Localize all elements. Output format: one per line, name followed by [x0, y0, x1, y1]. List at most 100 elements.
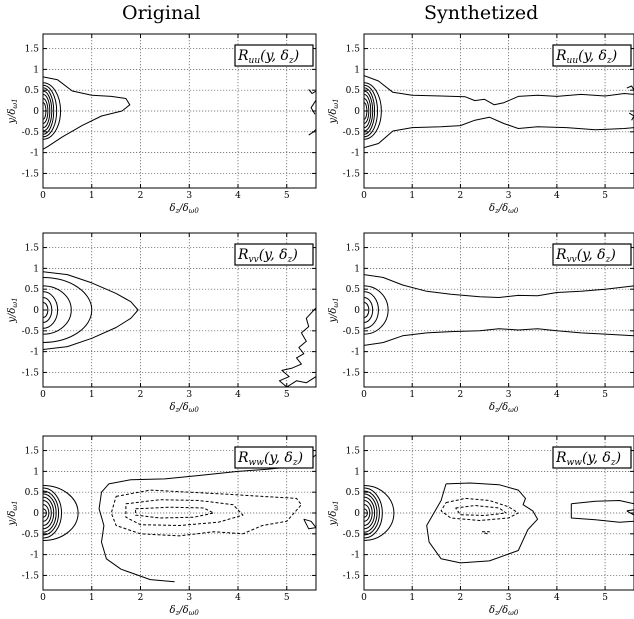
- contour-line: [43, 487, 63, 539]
- y-tick-label: -1: [351, 149, 360, 159]
- contour-line: [43, 485, 79, 541]
- x-axis-label: δz/δω0: [489, 402, 519, 414]
- x-tick-label: 5: [602, 593, 608, 603]
- contour-line: [364, 302, 370, 318]
- x-tick-label: 2: [458, 191, 464, 201]
- x-tick-label: 3: [506, 191, 512, 201]
- x-tick-label: 5: [602, 191, 608, 201]
- contour-line: [364, 274, 634, 298]
- y-tick-label: -1.5: [343, 571, 361, 581]
- x-tick-label: 1: [409, 390, 415, 400]
- contour-line: [364, 82, 382, 140]
- x-tick-label: 0: [361, 191, 367, 201]
- x-tick-label: 1: [89, 191, 95, 201]
- x-axis-label: δz/δω0: [489, 605, 519, 617]
- y-tick-label: -0.5: [22, 530, 40, 540]
- y-tick-label: -1.5: [22, 368, 40, 378]
- contour-line: [43, 90, 53, 132]
- contour-line: [43, 277, 93, 343]
- panel-label-box: [552, 243, 632, 266]
- x-tick-label: 3: [186, 191, 192, 201]
- panel-synthetized-0: 0 1 2 3 4 5-1.5-1-0.500.511.5δz/δω0y/δω1Ruu(y…: [328, 33, 634, 215]
- y-tick-label: 0: [354, 509, 360, 519]
- y-axis-label: y/δω1: [328, 500, 340, 526]
- y-tick-label: 0.5: [25, 86, 40, 96]
- x-tick-label: 5: [284, 593, 290, 603]
- contour-line: [303, 518, 316, 530]
- contour-line-negative: [440, 497, 519, 521]
- x-tick-label: 1: [89, 390, 95, 400]
- y-tick-label: -1: [30, 551, 39, 561]
- y-tick-label: 1.5: [25, 244, 40, 254]
- x-tick-label: 4: [554, 593, 560, 603]
- panel-synthetized-1: 0 1 2 3 4 5-1.5-1-0.500.511.5δz/δω0y/δω1Rvv(y…: [328, 232, 634, 414]
- y-tick-label: 0.5: [25, 285, 40, 295]
- contour-line: [43, 285, 72, 335]
- contour-line: [364, 93, 372, 129]
- x-tick-label: 3: [186, 390, 192, 400]
- panel-label-box: [234, 446, 314, 469]
- contour-line: [364, 75, 634, 106]
- y-tick-label: 1: [354, 65, 360, 75]
- x-tick-label: 1: [409, 593, 415, 603]
- contour-line: [278, 307, 316, 387]
- x-tick-label: 0: [361, 390, 367, 400]
- y-tick-label: -1: [30, 149, 39, 159]
- y-tick-label: 0.5: [346, 86, 361, 96]
- contour-line: [98, 454, 316, 583]
- contour-line-negative: [125, 499, 244, 526]
- contour-line: [43, 302, 49, 318]
- contour-line: [628, 112, 634, 121]
- contour-line: [364, 328, 634, 346]
- y-tick-label: 1.5: [346, 447, 361, 457]
- y-tick-label: 1: [33, 467, 39, 477]
- y-tick-label: -0.5: [22, 128, 40, 138]
- contour-line: [364, 116, 634, 149]
- x-tick-label: 0: [361, 593, 367, 603]
- x-tick-label: 4: [235, 191, 241, 201]
- y-tick-label: -1.5: [343, 169, 361, 179]
- y-tick-label: -0.5: [22, 327, 40, 337]
- x-tick-label: 3: [506, 593, 512, 603]
- contour-line: [626, 509, 634, 516]
- column-title-synthetized: Synthetized: [424, 2, 539, 24]
- y-tick-label: -1: [351, 348, 360, 358]
- y-tick-label: 0.5: [346, 488, 361, 498]
- x-tick-label: 4: [554, 390, 560, 400]
- x-tick-label: 2: [458, 390, 464, 400]
- y-tick-label: -0.5: [343, 327, 361, 337]
- contour-line: [308, 89, 316, 94]
- contour-line: [310, 99, 316, 115]
- x-tick-label: 2: [138, 593, 144, 603]
- x-tick-label: 0: [40, 191, 46, 201]
- x-tick-label: 2: [138, 390, 144, 400]
- y-axis-label: y/δω1: [328, 98, 340, 124]
- x-axis-label: δz/δω0: [170, 402, 200, 414]
- panel-label-box: [234, 243, 314, 266]
- contour-line-negative: [135, 506, 215, 519]
- contour-group: [364, 482, 634, 564]
- contour-line: [364, 291, 379, 329]
- y-tick-label: -1: [351, 551, 360, 561]
- y-tick-label: -1.5: [22, 571, 40, 581]
- y-tick-label: -0.5: [343, 128, 361, 138]
- contour-line: [43, 271, 139, 350]
- y-tick-label: 1.5: [346, 45, 361, 55]
- contour-group: [43, 76, 316, 150]
- y-tick-label: 1: [33, 264, 39, 274]
- contour-group: [43, 454, 316, 583]
- x-tick-label: 2: [458, 593, 464, 603]
- x-tick-label: 4: [554, 191, 560, 201]
- y-tick-label: -1.5: [22, 169, 40, 179]
- x-tick-label: 4: [235, 390, 241, 400]
- y-tick-label: 1: [354, 467, 360, 477]
- contour-line: [43, 291, 59, 329]
- contour-line: [364, 496, 376, 530]
- contour-line: [364, 87, 376, 135]
- y-axis-label: y/δω1: [7, 297, 19, 323]
- x-tick-label: 0: [40, 593, 46, 603]
- x-tick-label: 3: [506, 390, 512, 400]
- contour-line: [43, 98, 49, 124]
- y-tick-label: -1: [30, 348, 39, 358]
